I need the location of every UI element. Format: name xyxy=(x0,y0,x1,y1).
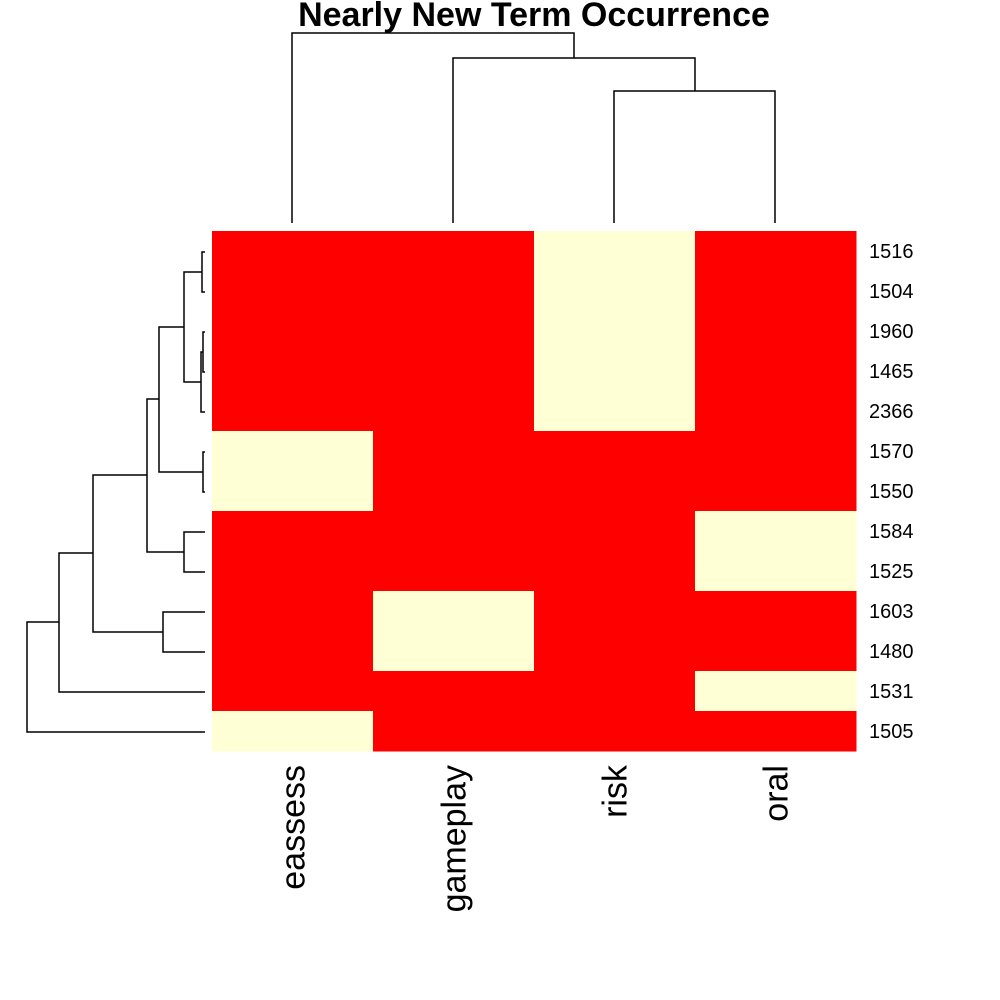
heatmap-cell-1570-risk xyxy=(534,431,696,472)
heatmap-cell-1603-risk xyxy=(534,591,696,632)
heatmap-cell-1603-gameplay xyxy=(373,591,535,632)
heatmap-cell-1570-oral xyxy=(695,431,857,472)
row-label: 1570 xyxy=(869,441,914,463)
heatmap-cell-1505-risk xyxy=(534,711,696,752)
heatmap-cell-1504-eassess xyxy=(212,271,374,312)
row-dendro-top12 xyxy=(58,552,205,693)
heatmap-cell-1531-risk xyxy=(534,671,696,712)
heatmap-cell-1960-gameplay xyxy=(373,311,535,352)
heatmap-cell-1516-oral xyxy=(695,231,857,272)
heatmap-cell-1516-eassess xyxy=(212,231,374,272)
row-dendro-1570-1550 xyxy=(202,451,205,493)
heatmap-cell-1465-oral xyxy=(695,351,857,392)
row-dendro-1584-1525 xyxy=(183,531,205,573)
heatmap-cell-1960-oral xyxy=(695,311,857,352)
heatmap-cell-1570-eassess xyxy=(212,431,374,472)
heatmap-cell-1505-gameplay xyxy=(373,711,535,752)
heatmap-cell-1525-risk xyxy=(534,551,696,592)
column-label: eassess xyxy=(275,765,313,890)
row-label: 1505 xyxy=(869,721,914,743)
row-label: 1480 xyxy=(869,641,914,663)
heatmap-cell-1960-risk xyxy=(534,311,696,352)
row-labels: 1516 1504 1960 1465 2366 1570 1550 1584 1525 1603… xyxy=(869,241,914,743)
col-dendro-link-risk-oral xyxy=(613,90,776,223)
row-label: 1531 xyxy=(869,681,914,703)
heatmap-cell-1525-oral xyxy=(695,551,857,592)
row-label: 1525 xyxy=(869,561,914,583)
heatmap-cell-1531-eassess xyxy=(212,671,374,712)
col-dendro-link-root xyxy=(291,32,575,223)
heatmap-cell-2366-gameplay xyxy=(373,391,535,432)
heatmap-cell-1550-oral xyxy=(695,471,857,512)
row-dendro-1960-1465 xyxy=(202,331,205,373)
col-dendro-link-gameplay-cluster xyxy=(452,57,696,223)
heatmap-cell-1465-eassess xyxy=(212,351,374,392)
row-dendro-top7 xyxy=(158,326,203,473)
heatmap-cell-1584-eassess xyxy=(212,511,374,552)
heatmap-cell-1531-oral xyxy=(695,671,857,712)
heatmap-cell-1584-oral xyxy=(695,511,857,552)
heatmap-cell-1480-eassess xyxy=(212,631,374,672)
heatmap-cell-1960-eassess xyxy=(212,311,374,352)
heatmap-cell-1504-risk xyxy=(534,271,696,312)
column-labels: eassess gameplay risk oral xyxy=(275,764,796,912)
heatmap-cell-1480-risk xyxy=(534,631,696,672)
heatmap-cell-1525-eassess xyxy=(212,551,374,592)
heatmap-cell-1504-oral xyxy=(695,271,857,312)
heatmap-cell-1480-oral xyxy=(695,631,857,672)
heatmap-cell-1550-eassess xyxy=(212,471,374,512)
heatmap-cell-1531-gameplay xyxy=(373,671,535,712)
row-dendro-1516-1504 xyxy=(201,251,205,293)
row-dendro-root xyxy=(26,621,205,733)
row-label: 1504 xyxy=(869,281,914,303)
row-dendro-1603-1480 xyxy=(162,611,205,653)
column-dendrogram xyxy=(291,32,776,223)
column-label: risk xyxy=(597,764,635,818)
heatmap-cell-1516-gameplay xyxy=(373,231,535,272)
heatmap-cell-1603-oral xyxy=(695,591,857,632)
chart-title: Nearly New Term Occurrence xyxy=(298,0,770,34)
heatmap-cell-1465-gameplay xyxy=(373,351,535,392)
heatmap-cell-1570-gameplay xyxy=(373,431,535,472)
heatmap-cell-1584-risk xyxy=(534,511,696,552)
heatmap-cell-1584-gameplay xyxy=(373,511,535,552)
column-label: oral xyxy=(758,765,796,822)
heatmap-cell-1516-risk xyxy=(534,231,696,272)
heatmap-cell-1525-gameplay xyxy=(373,551,535,592)
row-dendro-top9 xyxy=(146,398,184,553)
heatmap-cell-1505-oral xyxy=(695,711,857,752)
row-label: 1465 xyxy=(869,361,914,383)
row-label: 1960 xyxy=(869,321,914,343)
row-label: 1550 xyxy=(869,481,914,503)
heatmap-cell-1504-gameplay xyxy=(373,271,535,312)
heatmap-cell-1480-gameplay xyxy=(373,631,535,672)
row-dendrogram xyxy=(26,251,205,733)
heatmap-cell-1465-risk xyxy=(534,351,696,392)
row-dendro-top5 xyxy=(183,271,202,383)
column-label: gameplay xyxy=(436,765,474,912)
heatmap-cell-2366-eassess xyxy=(212,391,374,432)
row-label: 2366 xyxy=(869,401,914,423)
heatmap-cell-1603-eassess xyxy=(212,591,374,632)
row-dendro-top11 xyxy=(92,474,163,633)
row-label: 1603 xyxy=(869,601,914,623)
heatmap-cell-1550-gameplay xyxy=(373,471,535,512)
heatmap-cell-1550-risk xyxy=(534,471,696,512)
heatmap-cell-2366-risk xyxy=(534,391,696,432)
heatmap-cells xyxy=(212,231,857,752)
heatmap-cell-1505-eassess xyxy=(212,711,374,752)
row-label: 1516 xyxy=(869,241,914,263)
row-label: 1584 xyxy=(869,521,914,543)
heatmap-cell-2366-oral xyxy=(695,391,857,432)
